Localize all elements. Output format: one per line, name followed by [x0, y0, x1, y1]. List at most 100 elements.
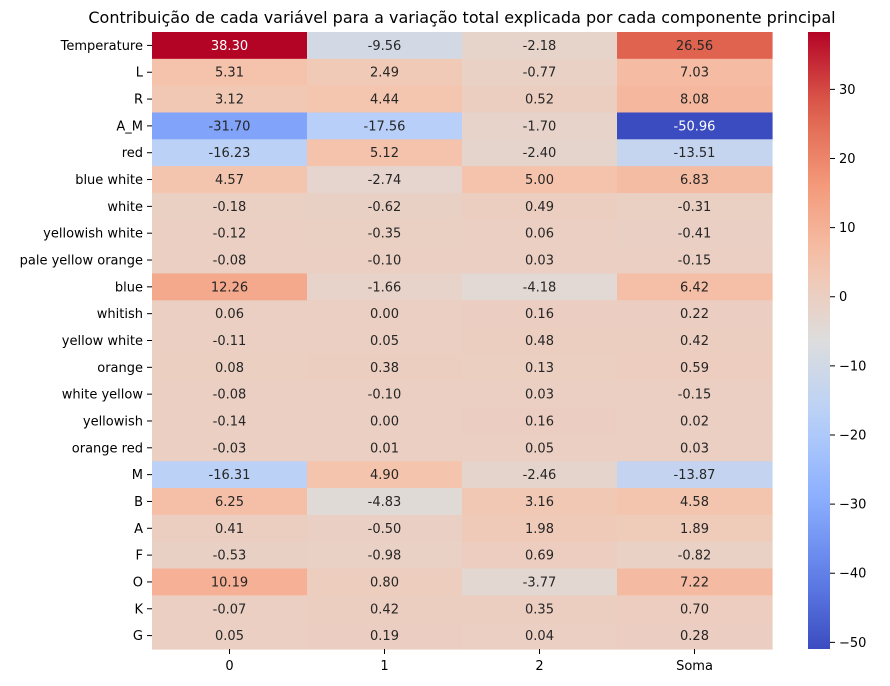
- cell-value-label: 0.42: [370, 602, 399, 617]
- heatmap-cell: [152, 85, 308, 114]
- cell-value-label: 0.08: [215, 361, 244, 376]
- cell-value-label: -9.56: [368, 39, 402, 54]
- cell-value-label: 7.03: [680, 66, 709, 81]
- cell-value-label: -0.10: [368, 388, 402, 403]
- heatmap-cell: [152, 246, 308, 275]
- heatmap-cell: [307, 407, 463, 435]
- heatmap-cell: [307, 595, 463, 623]
- cell-value-label: -0.31: [678, 200, 712, 215]
- cell-value-label: -0.11: [213, 334, 247, 349]
- y-tick-label: blue white: [75, 173, 143, 188]
- y-tick-label: orange: [97, 361, 143, 376]
- cell-value-label: -0.10: [368, 254, 402, 269]
- cell-value-label: 0.06: [525, 227, 554, 242]
- cell-value-label: -0.07: [213, 602, 247, 617]
- cell-value-label: 3.12: [215, 93, 244, 108]
- cell-value-label: 0.06: [215, 307, 244, 322]
- cell-value-label: 0.22: [680, 307, 709, 322]
- y-tick-label: O: [133, 575, 143, 590]
- cell-value-label: -1.66: [368, 280, 402, 295]
- y-tick-label: G: [133, 629, 143, 644]
- y-tick-label: orange red: [72, 441, 143, 456]
- heatmap-cell: [617, 380, 773, 409]
- heatmap-cell: [617, 541, 773, 570]
- heatmap-cell: [462, 166, 618, 194]
- cell-value-label: -2.74: [368, 173, 402, 188]
- heatmap-cell: [617, 461, 773, 489]
- cell-value-label: 4.57: [215, 173, 244, 188]
- heatmap-cell: [617, 514, 773, 543]
- cell-value-label: -4.18: [523, 280, 557, 295]
- cell-value-label: -0.53: [213, 549, 247, 564]
- heatmap-cell: [462, 461, 618, 489]
- cell-value-label: -0.15: [678, 254, 712, 269]
- heatmap-cell: [307, 461, 463, 489]
- y-tick-label: whitish: [97, 307, 143, 322]
- heatmap-cell: [462, 327, 618, 355]
- heatmap-cell: [307, 246, 463, 275]
- cell-value-label: 5.12: [370, 146, 399, 161]
- heatmap-cell: [152, 219, 308, 248]
- cell-value-label: 10.19: [211, 575, 248, 590]
- heatmap-cell: [307, 300, 463, 328]
- cell-value-label: 0.16: [525, 307, 554, 322]
- colorbar-tick-label: 20: [839, 152, 856, 167]
- heatmap-cell: [617, 192, 773, 221]
- heatmap-cell: [307, 622, 463, 650]
- heatmap-cell: [617, 327, 773, 355]
- cell-value-label: -0.03: [213, 441, 247, 456]
- heatmap-cell: [307, 434, 463, 462]
- y-tick-label: yellowish white: [43, 227, 143, 242]
- cell-value-label: 0.80: [370, 575, 399, 590]
- chart-title: Contribuição de cada variável para a var…: [88, 8, 835, 27]
- y-tick-label: B: [134, 495, 143, 510]
- heatmap-cell: [617, 407, 773, 435]
- cell-value-label: 0.13: [525, 361, 554, 376]
- heatmap-cell: [462, 112, 618, 140]
- heatmap-cell: [462, 488, 618, 516]
- y-tick-label: yellow white: [62, 334, 143, 349]
- cell-value-label: -0.18: [213, 200, 247, 215]
- x-tick-label: 2: [535, 659, 543, 674]
- cell-value-label: 26.56: [676, 39, 713, 54]
- heatmap-cell: [617, 246, 773, 275]
- heatmap-cell: [152, 568, 308, 596]
- cell-value-label: -0.98: [368, 549, 402, 564]
- cell-value-label: -16.23: [209, 146, 251, 161]
- colorbar-tick-label: −50: [839, 636, 866, 651]
- heatmap-cell: [152, 434, 308, 462]
- cell-value-label: 4.44: [370, 93, 399, 108]
- heatmap-cell: [152, 273, 308, 301]
- heatmap-cell: [152, 166, 308, 194]
- heatmap-cell: [152, 327, 308, 355]
- cell-value-label: -2.46: [523, 468, 557, 483]
- heatmap-cell: [462, 622, 618, 650]
- heatmap-cell: [462, 32, 618, 60]
- cell-value-label: 0.05: [525, 441, 554, 456]
- heatmap-cell: [617, 219, 773, 248]
- cell-value-label: -0.41: [678, 227, 712, 242]
- x-tick-label: 1: [380, 659, 388, 674]
- cell-value-label: -16.31: [209, 468, 251, 483]
- cell-value-label: 38.30: [211, 39, 248, 54]
- cell-value-label: 0.03: [680, 441, 709, 456]
- cell-value-label: 1.98: [525, 522, 554, 537]
- heatmap-cell: [152, 58, 308, 87]
- cell-value-label: 0.41: [215, 522, 244, 537]
- cell-value-label: 0.19: [370, 629, 399, 644]
- heatmap-cell: [152, 112, 308, 140]
- cell-value-label: 0.04: [525, 629, 554, 644]
- cell-value-label: 3.16: [525, 495, 554, 510]
- heatmap-cell: [152, 622, 308, 650]
- y-tick-label: F: [136, 549, 143, 564]
- cell-value-label: 4.90: [370, 468, 399, 483]
- heatmap-cell: [307, 85, 463, 114]
- y-tick-label: A_M: [116, 119, 143, 134]
- cell-value-label: 5.31: [215, 66, 244, 81]
- cell-value-label: -4.83: [368, 495, 402, 510]
- heatmap-cell: [152, 407, 308, 435]
- heatmap-cell: [462, 192, 618, 221]
- cell-value-label: -17.56: [364, 119, 406, 134]
- cell-value-label: 0.42: [680, 334, 709, 349]
- y-tick-label: Temperature: [60, 39, 143, 54]
